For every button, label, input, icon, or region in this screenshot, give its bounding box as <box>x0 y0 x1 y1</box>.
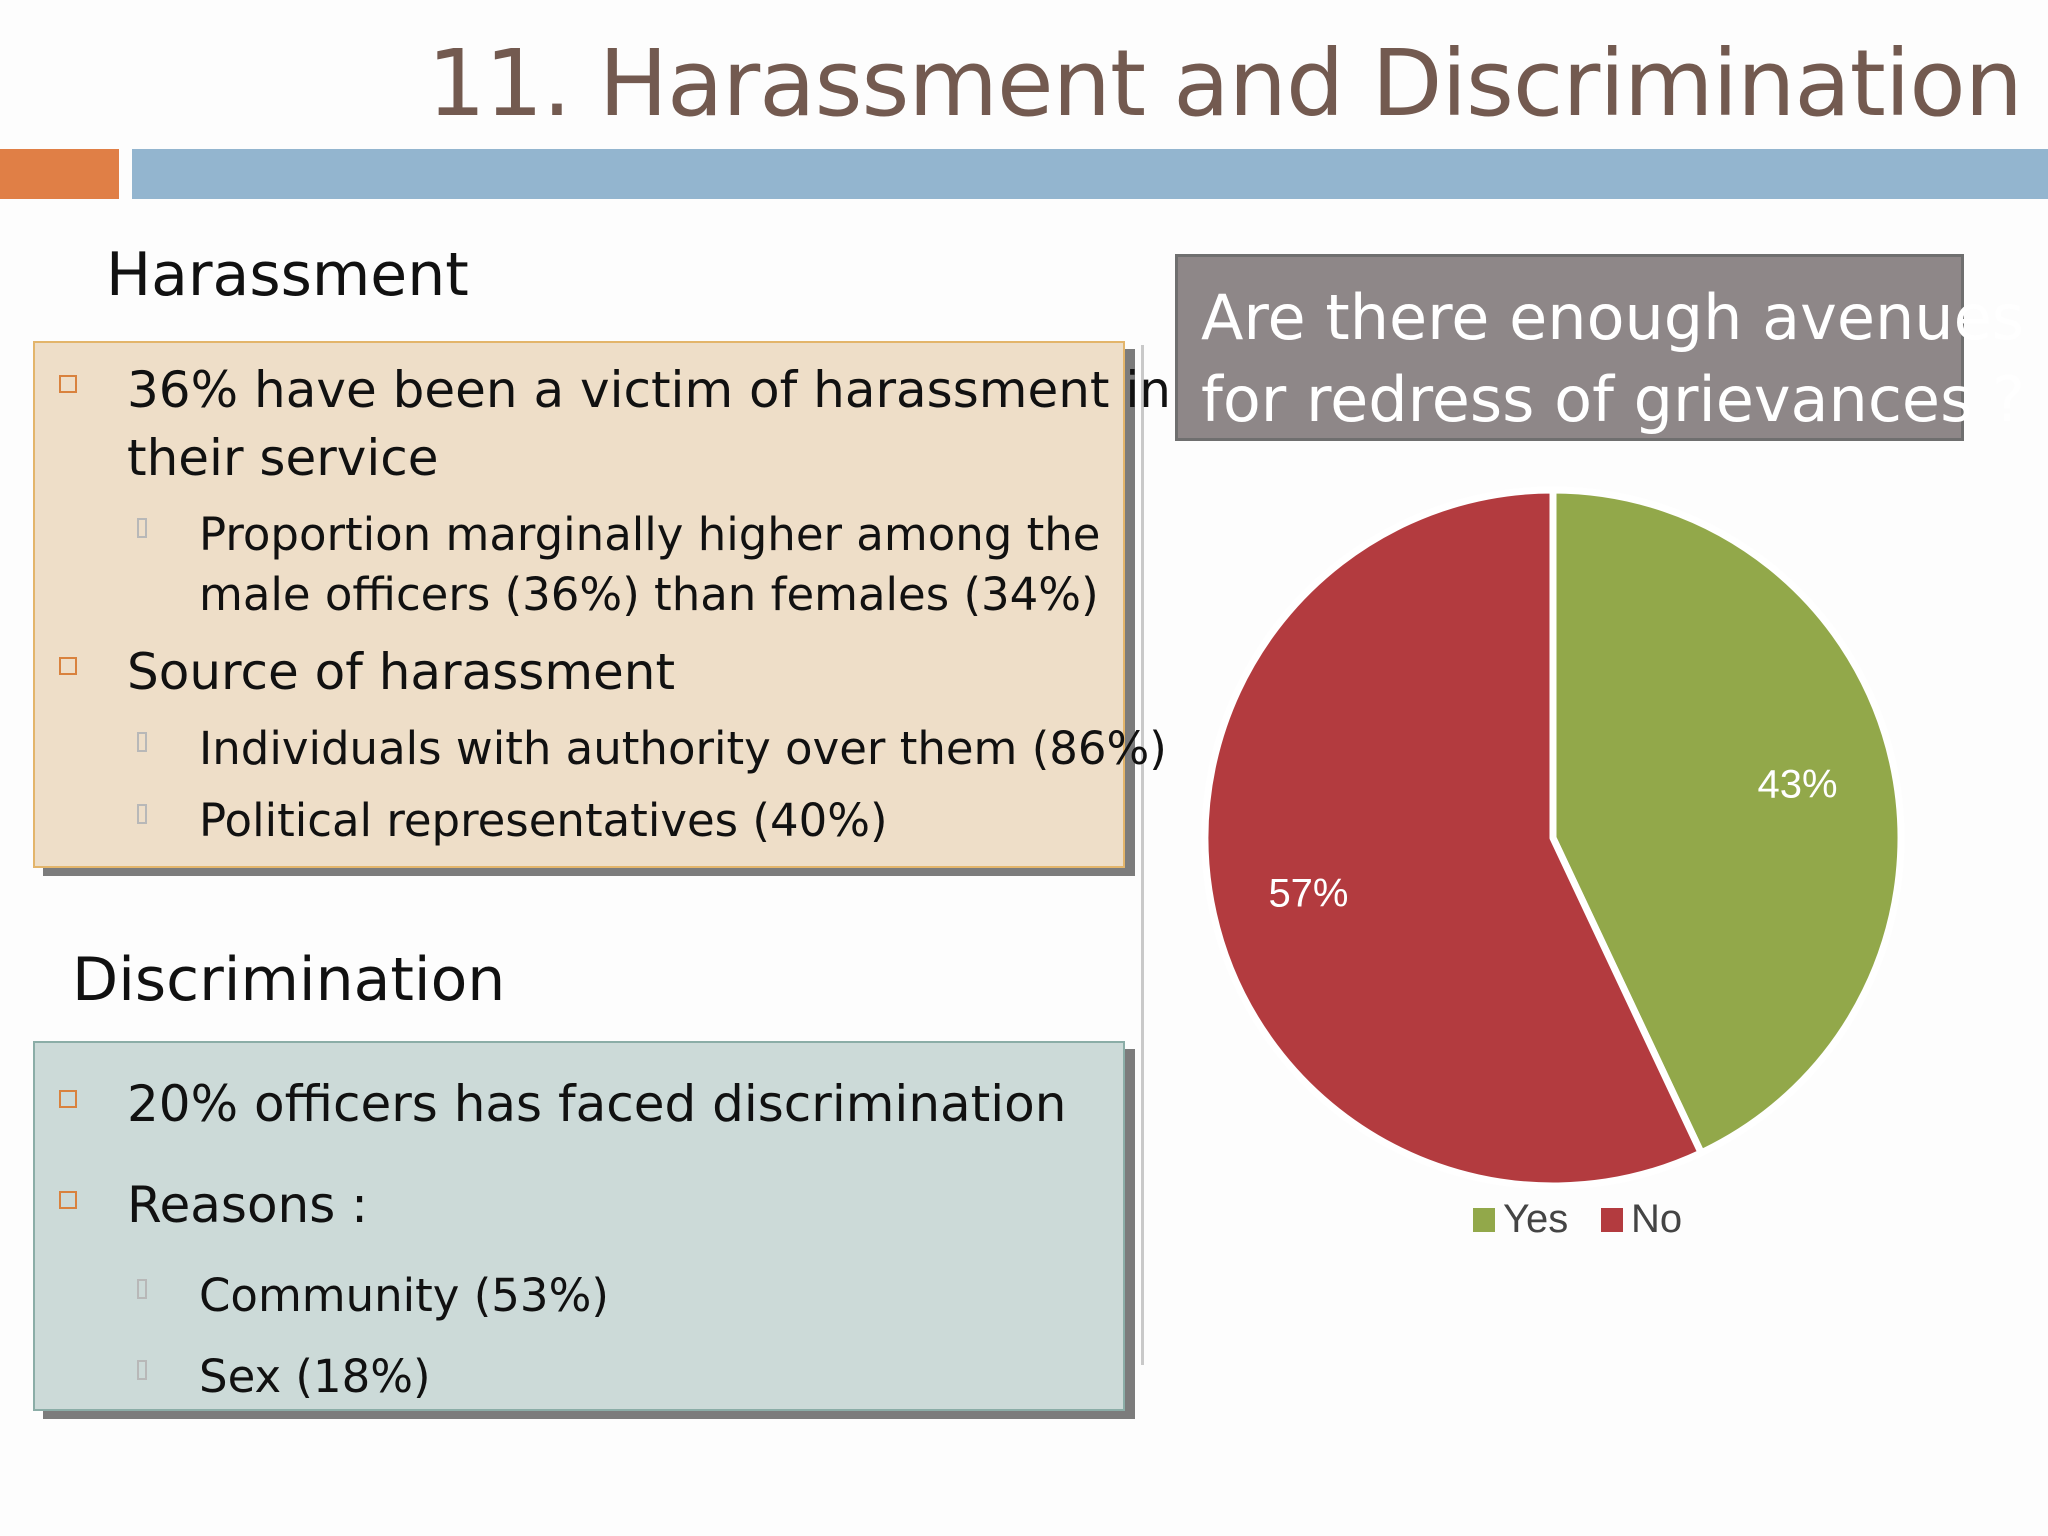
pie-data-label-yes: 43% <box>1757 762 1837 806</box>
column-divider <box>1141 345 1144 1365</box>
question-line-1: Are there enough avenues <box>1201 281 2025 354</box>
pie-slice-yes <box>1549 486 1905 1157</box>
discrimination-sub-2: Sex (18%) <box>199 1350 431 1403</box>
legend-label-no: No <box>1631 1197 1682 1241</box>
question-box: Are there enough avenues for redress of … <box>1175 254 2025 441</box>
harassment-sub-1-line-1: Proportion marginally higher among the <box>199 508 1101 561</box>
discrimination-bullet-2: Reasons : <box>127 1176 369 1234</box>
square-bullet-icon <box>59 375 77 393</box>
pie-data-label-no: 57% <box>1268 872 1348 916</box>
square-bullet-icon <box>59 657 77 675</box>
accent-bar-orange <box>0 149 119 199</box>
legend-swatch-no <box>1601 1208 1623 1232</box>
legend-swatch-yes <box>1473 1208 1495 1232</box>
sub-bullet-icon <box>137 518 147 538</box>
square-bullet-icon <box>59 1191 77 1209</box>
harassment-box: 36% have been a victim of harassment in … <box>33 341 1171 868</box>
sub-bullet-icon <box>137 732 147 752</box>
discrimination-sub-1: Community (53%) <box>199 1269 609 1322</box>
question-line-2: for redress of grievances ? <box>1201 363 2025 436</box>
harassment-sub-2: Individuals with authority over them (86… <box>199 722 1167 775</box>
accent-bar-blue <box>132 149 2048 199</box>
harassment-sub-3: Political representatives (40%) <box>199 794 888 847</box>
sub-bullet-icon <box>137 1360 147 1380</box>
sub-bullet-icon <box>137 1279 147 1299</box>
harassment-bullet-1-line-2: their service <box>127 429 439 487</box>
harassment-bullet-1-line-1: 36% have been a victim of harassment in <box>127 361 1171 419</box>
discrimination-heading: Discrimination <box>72 945 506 1015</box>
legend-label-yes: Yes <box>1503 1197 1568 1241</box>
pie-chart: 43% 57% Yes No <box>1201 486 1905 1241</box>
square-bullet-icon <box>59 1090 77 1108</box>
harassment-heading: Harassment <box>106 240 469 310</box>
discrimination-box: 20% officers has faced discrimination Re… <box>33 1041 1125 1411</box>
sub-bullet-icon <box>137 804 147 824</box>
slide-title: 11. Harassment and Discrimination <box>427 30 2023 137</box>
discrimination-bullet-1: 20% officers has faced discrimination <box>127 1075 1067 1133</box>
harassment-sub-1-line-2: male officers (36%) than females (34%) <box>199 568 1099 621</box>
harassment-bullet-2: Source of harassment <box>127 643 676 701</box>
pie-slice-no <box>1201 486 1705 1190</box>
